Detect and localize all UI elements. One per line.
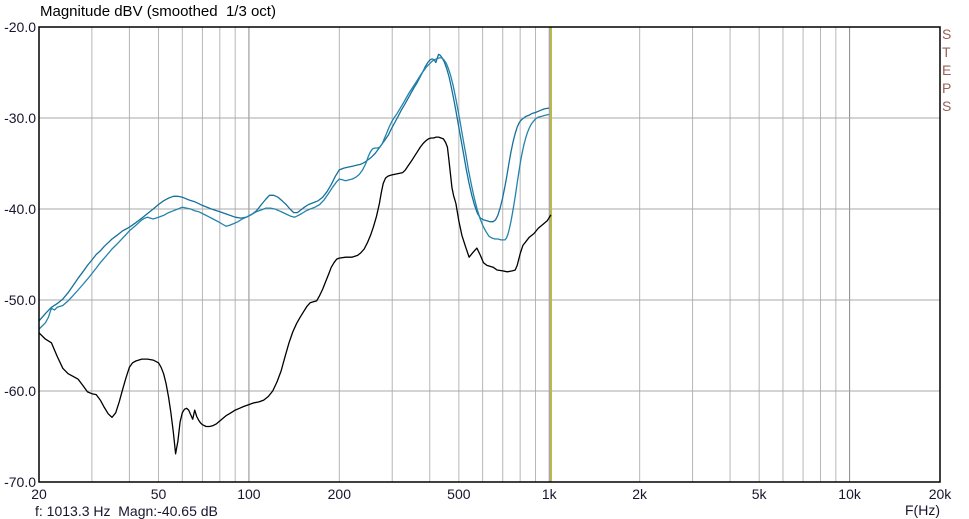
x-axis-tick-label: 20 <box>31 486 47 502</box>
y-axis-tick-label: -20.0 <box>4 19 36 35</box>
x-axis-tick-label: 200 <box>327 486 351 502</box>
x-axis-tick-label: 50 <box>150 486 167 502</box>
x-axis-tick-label: 2k <box>632 486 648 502</box>
y-axis-tick-label: -60.0 <box>4 383 36 399</box>
x-axis-tick-label: 5k <box>751 486 767 502</box>
x-axis-tick-label: 1k <box>541 486 557 502</box>
y-axis-tick-label: -50.0 <box>4 292 36 308</box>
y-axis-tick-label: -70.0 <box>4 474 36 490</box>
teal-response-2-curve <box>38 57 550 330</box>
y-axis-tick-label: -30.0 <box>4 110 36 126</box>
x-axis-unit-label: F(Hz) <box>905 502 940 518</box>
black-response-curve <box>38 136 552 455</box>
x-axis-tick-label: 20k <box>928 486 952 502</box>
teal-response-1-curve <box>38 53 550 322</box>
plot-frame <box>38 26 941 483</box>
chart-title: Magnitude dBV (smoothed 1/3 oct) <box>40 3 276 20</box>
cursor-status-readout: f: 1013.3 Hz Magn:-40.65 dB <box>35 503 218 519</box>
steps-program-label: S T E P S <box>942 26 952 114</box>
x-axis-tick-label: 100 <box>237 486 261 502</box>
y-axis-tick-label: -40.0 <box>4 201 36 217</box>
x-axis-tick-label: 500 <box>447 486 471 502</box>
x-axis-tick-label: 10k <box>838 486 861 502</box>
